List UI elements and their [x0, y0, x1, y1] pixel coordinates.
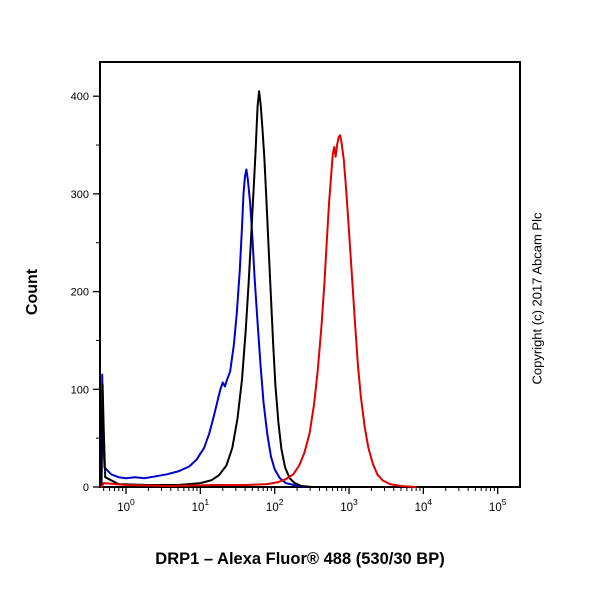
svg-text:105: 105: [489, 497, 507, 514]
figure-title: DRP1 – Alexa Fluor® 488 (530/30 BP): [155, 550, 445, 568]
svg-text:400: 400: [71, 91, 89, 103]
svg-text:104: 104: [415, 497, 433, 514]
svg-text:300: 300: [71, 189, 89, 201]
copyright-text: Copyright (c) 2017 Abcam Plc: [529, 212, 545, 385]
svg-text:103: 103: [340, 497, 358, 514]
svg-text:100: 100: [71, 384, 89, 396]
svg-text:101: 101: [192, 497, 210, 514]
svg-text:100: 100: [117, 497, 135, 514]
y-axis-title: Count: [24, 268, 41, 316]
svg-text:0: 0: [83, 482, 89, 494]
svg-text:102: 102: [266, 497, 284, 514]
svg-text:200: 200: [71, 287, 89, 299]
